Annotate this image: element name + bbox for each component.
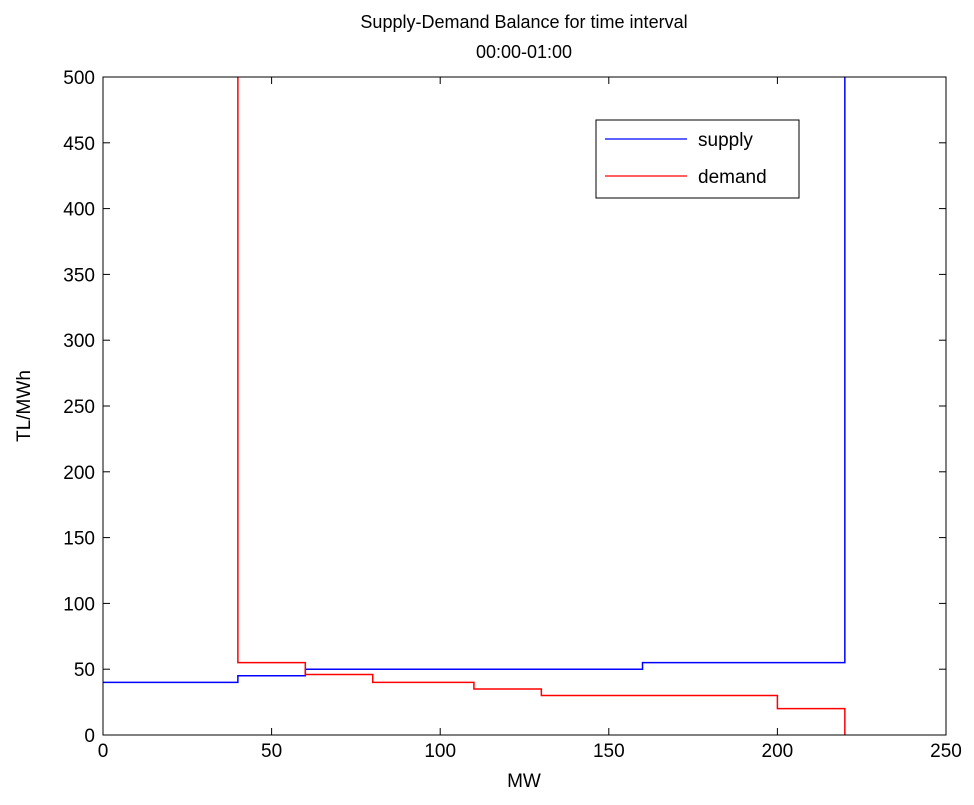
x-tick-label: 200 bbox=[762, 741, 794, 762]
legend-demand-label: demand bbox=[698, 167, 767, 188]
chart-title-line-1: Supply-Demand Balance for time interval bbox=[360, 12, 687, 32]
y-tick-label: 0 bbox=[84, 726, 95, 747]
x-tick-label: 250 bbox=[930, 741, 962, 762]
y-tick-label: 100 bbox=[63, 594, 95, 615]
x-tick-label: 50 bbox=[261, 741, 282, 762]
y-tick-label: 450 bbox=[63, 134, 95, 155]
y-tick-label: 400 bbox=[63, 200, 95, 221]
y-tick-label: 50 bbox=[74, 660, 95, 681]
plot-area bbox=[102, 76, 947, 736]
y-tick-label: 350 bbox=[63, 265, 95, 286]
y-tick-label: 300 bbox=[63, 331, 95, 352]
x-axis-label: MW bbox=[507, 771, 541, 792]
y-tick-label: 200 bbox=[63, 463, 95, 484]
plot-background bbox=[103, 77, 946, 735]
chart-title-line-2: 00:00-01:00 bbox=[476, 42, 572, 62]
legend-supply-label: supply bbox=[698, 130, 753, 151]
x-tick-label: 150 bbox=[593, 741, 625, 762]
x-tick-label: 0 bbox=[98, 741, 109, 762]
demand-series-line bbox=[237, 77, 846, 735]
y-axis-label: TL/MWh bbox=[14, 370, 35, 442]
y-tick-label: 500 bbox=[63, 68, 95, 89]
legend: supply demand bbox=[595, 119, 800, 199]
y-tick-label: 250 bbox=[63, 397, 95, 418]
y-tick-label: 150 bbox=[63, 529, 95, 550]
legend-box bbox=[595, 119, 800, 199]
x-tick-label: 100 bbox=[424, 741, 456, 762]
